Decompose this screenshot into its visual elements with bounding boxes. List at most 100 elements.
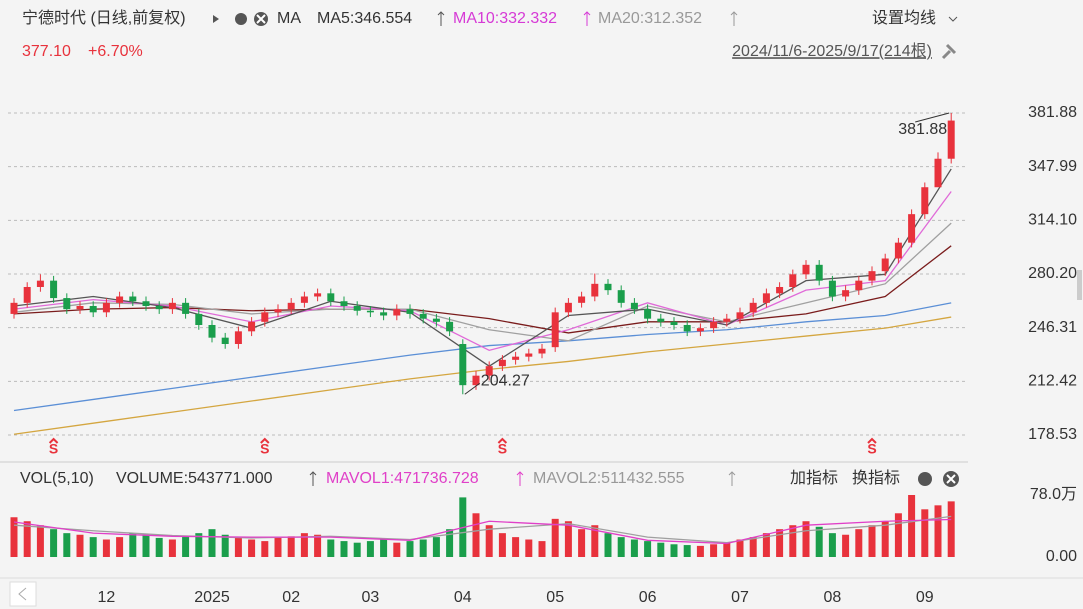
volume-bar xyxy=(142,534,150,557)
dropdown-icon[interactable] xyxy=(948,16,958,22)
candle-body xyxy=(551,312,559,348)
volume-bar xyxy=(894,513,902,557)
settings-icon[interactable] xyxy=(918,472,932,486)
x-tick-label: 02 xyxy=(282,589,300,606)
arrow-icon[interactable] xyxy=(437,11,445,26)
candle-body xyxy=(155,305,163,310)
date-range[interactable]: 2024/11/6-2025/9/17(214根) xyxy=(732,42,932,60)
volume-bar xyxy=(815,526,823,557)
candle-body xyxy=(617,290,625,303)
signal-marker-cap xyxy=(48,437,59,444)
volume-bar xyxy=(723,542,731,557)
arrow-icon[interactable] xyxy=(583,11,591,26)
candle-body xyxy=(789,274,797,287)
candle-body xyxy=(248,321,256,332)
candle-body xyxy=(868,271,876,281)
volume-bar xyxy=(23,521,31,557)
candle-body xyxy=(353,305,361,311)
volume-bar xyxy=(921,509,929,557)
volume-bar xyxy=(749,537,757,557)
signal-marker: S xyxy=(498,441,507,457)
candle-body xyxy=(644,309,652,319)
volume-bar xyxy=(802,521,810,557)
volume-bar xyxy=(63,533,71,557)
candle-body xyxy=(406,309,414,314)
candle-body xyxy=(842,290,850,297)
y-tick-label: 178.53 xyxy=(1028,426,1077,443)
volume-bar xyxy=(868,525,876,557)
y-tick-label: 347.99 xyxy=(1028,158,1077,175)
mavol1-label: MAVOL1:471736.728 xyxy=(326,470,479,487)
price-annotation: 381.88 xyxy=(898,121,947,138)
ma-line xyxy=(13,302,952,412)
volume-bar xyxy=(129,533,137,557)
scroll-handle[interactable] xyxy=(1077,270,1082,300)
volume-bar xyxy=(380,539,388,557)
candle-body xyxy=(76,305,84,310)
candle-body xyxy=(366,310,374,313)
candle-body xyxy=(921,187,929,215)
volume-bar xyxy=(248,539,256,557)
volume-bar xyxy=(670,544,678,557)
volume-bar xyxy=(498,533,506,557)
switch-indicator[interactable]: 换指标 xyxy=(852,469,900,487)
volume-bar xyxy=(182,536,190,557)
volume-bar xyxy=(340,541,348,557)
x-tick-label: 03 xyxy=(362,589,380,606)
settings-button[interactable]: 设置均线 xyxy=(872,9,936,27)
candle-body xyxy=(168,302,176,310)
volume-bar xyxy=(327,539,335,557)
arrow-icon[interactable] xyxy=(309,471,317,486)
volume-bar xyxy=(696,545,704,557)
candle-body xyxy=(670,321,678,325)
signal-marker: S xyxy=(867,441,876,457)
candle-body xyxy=(459,343,467,386)
candle-body xyxy=(498,359,506,367)
settings-icon[interactable] xyxy=(235,13,247,25)
volume-bar xyxy=(604,533,612,557)
volume-bar xyxy=(881,521,889,557)
volume-bar xyxy=(736,539,744,557)
mavol2-label: MAVOL2:511432.555 xyxy=(533,470,685,487)
scroll-left[interactable] xyxy=(9,581,37,607)
volume-bar xyxy=(657,542,665,557)
volume-bar xyxy=(393,542,401,557)
add-indicator[interactable]: 加指标 xyxy=(790,469,838,487)
volume-bar xyxy=(947,501,955,557)
signal-marker: S xyxy=(49,441,58,457)
pin-icon[interactable] xyxy=(941,43,957,60)
signal-marker-cap xyxy=(260,437,270,444)
volume-bar xyxy=(314,534,322,557)
arrow-icon[interactable] xyxy=(730,11,738,26)
ma10-label: MA10:332.332 xyxy=(453,10,557,27)
candle-body xyxy=(300,296,308,303)
candle-body xyxy=(195,313,203,325)
volume-bar xyxy=(419,539,427,557)
candle-body xyxy=(723,318,731,322)
volume-bar xyxy=(195,533,203,557)
candle-body xyxy=(591,283,599,297)
volume-bar xyxy=(234,537,242,557)
volume-bar xyxy=(630,539,638,557)
y-tick-label: 0.00 xyxy=(1046,548,1077,565)
mavol-line xyxy=(13,518,952,545)
last-price: 377.10 xyxy=(22,43,71,60)
candle-body xyxy=(142,301,150,306)
candle-body xyxy=(23,286,31,303)
y-tick-label: 280.20 xyxy=(1028,265,1077,282)
volume-bar xyxy=(485,525,493,557)
volume-bar xyxy=(828,533,836,557)
arrow-icon[interactable] xyxy=(728,471,736,486)
candle-body xyxy=(908,214,916,243)
close-icon-x xyxy=(256,14,266,24)
x-tick-label: 12 xyxy=(98,589,116,606)
arrow-icon[interactable] xyxy=(516,471,524,486)
candle-body xyxy=(881,258,889,272)
candle-body xyxy=(50,280,58,299)
volume-bar xyxy=(168,539,176,557)
volume-bar xyxy=(155,537,163,557)
expand-icon[interactable] xyxy=(213,15,219,23)
volume-bar xyxy=(446,529,454,557)
